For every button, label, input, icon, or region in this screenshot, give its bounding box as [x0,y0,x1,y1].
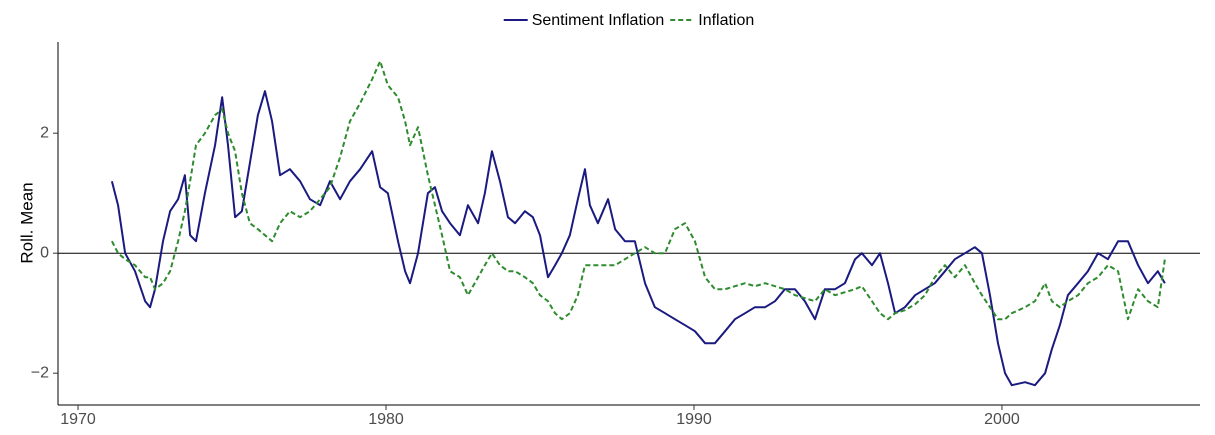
y-tick-label: 2 [40,124,49,141]
legend-label: Inflation [698,12,754,29]
x-tick-label: 1990 [676,411,712,428]
legend-label: Sentiment Inflation [532,12,665,29]
x-tick-label: 1980 [368,411,404,428]
legend-item: Inflation [670,12,754,29]
y-axis-label: Roll. Mean [17,182,36,263]
legend: Sentiment Inflation Inflation [503,12,754,29]
series-line [111,60,1166,321]
x-tick-label: 2000 [984,411,1020,428]
series-line [110,90,1166,387]
y-tick-label: −2 [31,364,49,381]
y-tick-label: 0 [40,244,49,261]
x-tick-label: 1970 [60,411,96,428]
legend-item: Sentiment Inflation [503,12,665,29]
